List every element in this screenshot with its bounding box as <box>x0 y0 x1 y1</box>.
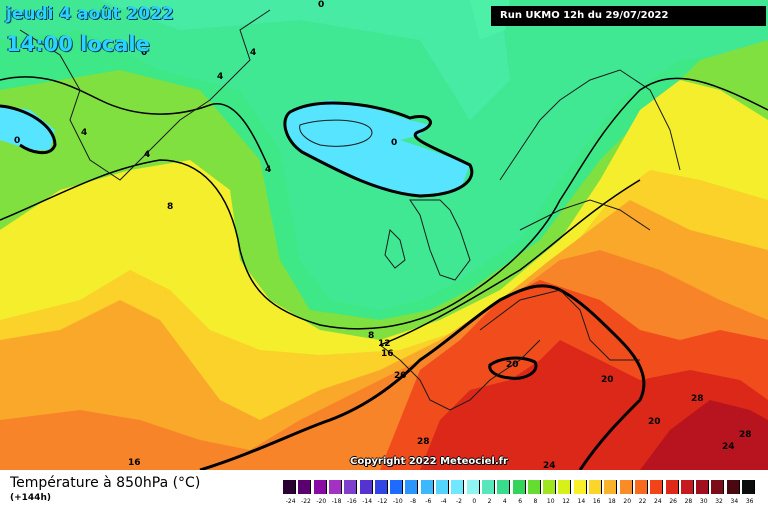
legend-tick-label: -8 <box>410 498 417 505</box>
copyright-text: Copyright 2022 Meteociel.fr <box>350 456 508 467</box>
legend-swatch <box>481 480 495 494</box>
contour-label: 0 <box>141 48 148 58</box>
model-run-label: Run UKMO 12h du 29/07/2022 <box>491 6 766 26</box>
legend-swatch <box>558 480 572 494</box>
legend-swatch <box>436 480 449 494</box>
legend-swatch <box>665 480 679 494</box>
contour-label: 28 <box>691 394 704 404</box>
temperature-map: 0 0 0 0 4 4 4 4 4 8 8 12 16 16 20 20 20 … <box>0 0 768 470</box>
legend-swatch <box>451 480 465 494</box>
legend-tick-label: 12 <box>562 498 570 505</box>
legend-swatch <box>527 480 541 494</box>
contour-label: 16 <box>128 458 141 468</box>
legend-swatch <box>328 480 342 494</box>
legend-swatch <box>390 480 404 494</box>
footer: Température à 850hPa (°C) (+144h) -24 -22… <box>0 470 768 512</box>
legend-swatch <box>680 480 694 494</box>
legend-swatch <box>466 480 480 494</box>
legend-tick-label: -24 <box>285 498 296 505</box>
legend-tick-label: 0 <box>472 498 477 505</box>
legend-tick-label: 24 <box>654 498 662 505</box>
contour-label: 0 <box>318 0 325 10</box>
legend-swatch <box>619 480 633 494</box>
contour-label: 4 <box>81 128 88 138</box>
legend-tick-label: 32 <box>715 498 723 505</box>
contour-label: 8 <box>368 331 375 341</box>
contour-label: 20 <box>648 417 661 427</box>
legend-swatch <box>374 480 388 494</box>
contour-label: 0 <box>14 136 21 146</box>
forecast-date: jeudi 4 août 2022 <box>6 4 174 24</box>
legend-swatch <box>589 480 602 494</box>
legend-tick-label: 36 <box>745 498 754 505</box>
contour-label: 4 <box>265 165 272 175</box>
legend-tick-label: 18 <box>608 498 616 505</box>
legend-tick-label: -20 <box>316 498 327 505</box>
contour-label: 24 <box>722 442 735 452</box>
legend-tick-label: 4 <box>502 498 507 505</box>
legend-tick-label: 16 <box>592 498 601 505</box>
contour-label: 20 <box>394 371 407 381</box>
contour-label: 4 <box>144 150 151 160</box>
legend-swatch <box>696 480 710 494</box>
legend-swatch <box>405 480 419 494</box>
contour-label: 4 <box>250 48 257 58</box>
legend-tick-label: 14 <box>577 498 586 505</box>
legend-tick-label: -22 <box>301 498 311 505</box>
contour-label: 28 <box>417 437 430 447</box>
legend-tick-label: -2 <box>455 498 462 505</box>
legend-swatch <box>604 480 618 494</box>
legend-tick-label: 8 <box>533 498 538 505</box>
legend-tick-label: 28 <box>684 498 693 505</box>
legend-tick-label: -4 <box>440 498 447 505</box>
legend-tick-label: 10 <box>546 498 555 505</box>
map-title: Température à 850hPa (°C) <box>10 475 201 491</box>
contour-label: 24 <box>543 461 556 470</box>
legend-tick-label: 26 <box>669 498 677 505</box>
legend-tick-label: -12 <box>377 498 388 505</box>
legend-swatch <box>283 480 296 494</box>
legend-tick-label: -10 <box>392 498 403 505</box>
legend-tick-label: 2 <box>487 498 492 505</box>
legend-swatch <box>420 480 434 494</box>
legend-swatch <box>512 480 526 494</box>
legend-tick-label: 20 <box>623 498 632 505</box>
legend-swatch <box>298 480 312 494</box>
legend-tick-label: 30 <box>699 498 708 505</box>
contour-label: 4 <box>217 72 224 82</box>
contour-label: 28 <box>739 430 752 440</box>
legend-tick-label: 34 <box>730 498 739 505</box>
legend-tick-label: -14 <box>362 498 373 505</box>
contour-label: 20 <box>601 375 614 385</box>
legend-tick-label: -16 <box>346 498 357 505</box>
contour-label: 0 <box>391 138 398 148</box>
forecast-hour: (+144h) <box>10 493 51 503</box>
legend-swatch <box>313 480 327 494</box>
forecast-time: 14:00 locale <box>6 32 150 56</box>
legend-swatch <box>573 480 587 494</box>
contour-label: 16 <box>381 349 394 359</box>
legend-swatch <box>726 480 740 494</box>
contour-label: 8 <box>167 202 174 212</box>
contour-label: 12 <box>378 339 391 349</box>
legend-swatch <box>344 480 358 494</box>
legend-swatch <box>497 480 511 494</box>
legend-swatch <box>711 480 725 494</box>
legend-swatch <box>543 480 557 494</box>
legend-swatch <box>742 480 755 494</box>
legend-tick-label: -6 <box>425 498 432 505</box>
legend-tick-label: -18 <box>331 498 342 505</box>
legend-swatch <box>634 480 648 494</box>
legend-tick-label: 6 <box>518 498 523 505</box>
legend-tick-label: 22 <box>638 498 647 505</box>
legend-swatch <box>650 480 664 494</box>
contour-label: 20 <box>506 360 519 370</box>
legend-swatch <box>359 480 373 494</box>
